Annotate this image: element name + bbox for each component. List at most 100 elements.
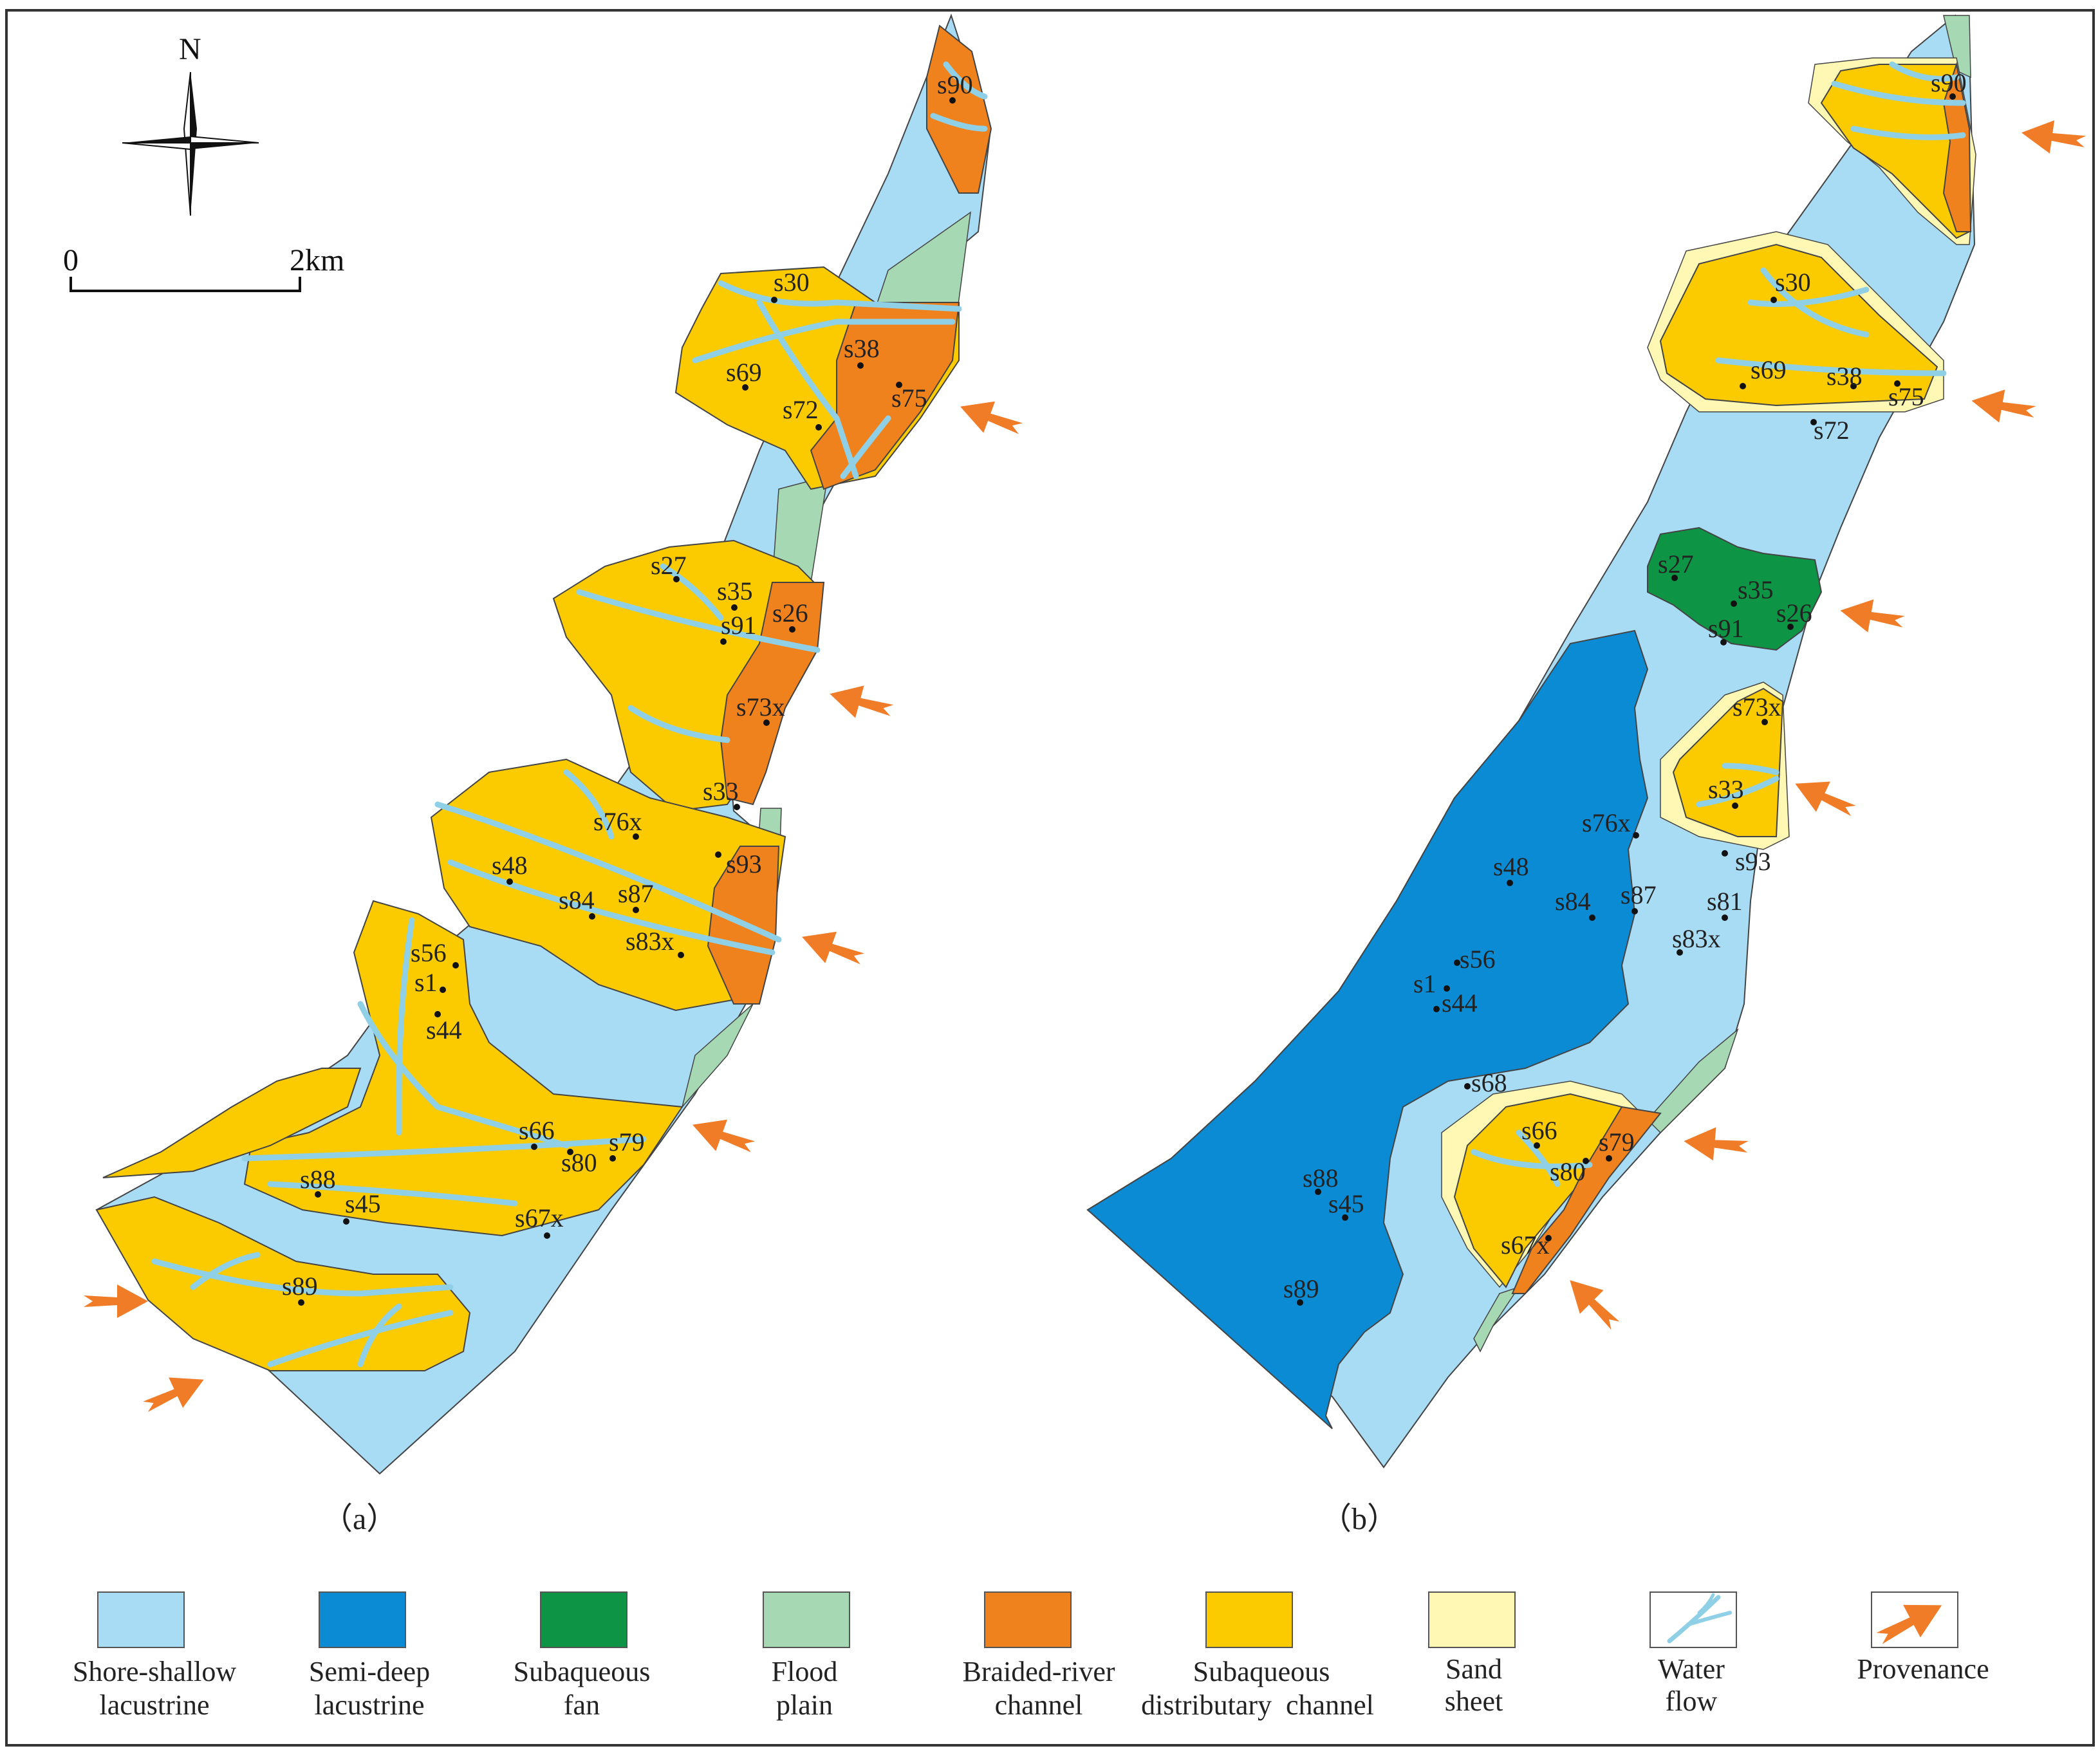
panel-b-well-label: s26 bbox=[1776, 598, 1812, 627]
legend-label-line1: Flood bbox=[772, 1656, 838, 1687]
north-arrow-compass: N bbox=[122, 32, 259, 216]
provenance-arrow-icon bbox=[826, 678, 897, 727]
legend-semi-deep: Semi-deep lacustrine bbox=[309, 1592, 430, 1721]
provenance-arrow-icon bbox=[796, 921, 868, 974]
panel-a-well-label: s90 bbox=[937, 70, 973, 99]
panel-a-well-label: s91 bbox=[721, 611, 757, 640]
panel-b-well-label: s27 bbox=[1658, 550, 1694, 579]
panel-a-well-label: s45 bbox=[345, 1189, 381, 1218]
panel-a-well-label: s66 bbox=[519, 1116, 555, 1145]
panel-b-well-label: s91 bbox=[1708, 614, 1744, 643]
panel-a-well-label: s89 bbox=[282, 1272, 318, 1301]
panel-a-well-label: s87 bbox=[618, 879, 654, 908]
provenance-arrow-icon bbox=[1969, 384, 2038, 429]
legend: Shore-shallow lacustrine Semi-deep lacus… bbox=[73, 1589, 1989, 1721]
panel-b-well-label: s73x bbox=[1733, 692, 1781, 721]
provenance-arrow-icon bbox=[2019, 116, 2087, 158]
panel-b-well-label: s44 bbox=[1442, 988, 1478, 1017]
legend-label-line1: Provenance bbox=[1857, 1653, 1989, 1685]
panel-a-well-label: s73x bbox=[736, 692, 785, 721]
panel-a-well-label: s27 bbox=[651, 551, 687, 580]
panel-b-well-label: s76x bbox=[1582, 808, 1631, 837]
panel-b-well-label: s56 bbox=[1460, 945, 1496, 974]
panel-a-well-label: s56 bbox=[411, 938, 447, 967]
legend-label-line1: Sand bbox=[1445, 1653, 1502, 1685]
panel-b-well-label: s72 bbox=[1814, 416, 1850, 445]
panel-a-map: s90 s30 s38 s69 s75 s72 s27 s35 s26 s91 … bbox=[84, 15, 1027, 1536]
legend-label-line2: lacustrine bbox=[99, 1689, 209, 1721]
panel-b-well-label: s83x bbox=[1672, 924, 1721, 953]
panel-b-well-label: s75 bbox=[1888, 382, 1924, 411]
legend-label-line2: lacustrine bbox=[314, 1689, 424, 1721]
panel-a-well-label: s93 bbox=[726, 849, 762, 878]
provenance-arrow-icon bbox=[687, 1109, 759, 1162]
panel-b-well-label: s38 bbox=[1826, 362, 1863, 391]
scale-start-label: 0 bbox=[63, 243, 79, 277]
panel-b-well-label: s33 bbox=[1708, 775, 1744, 804]
legend-label-line2: fan bbox=[564, 1689, 600, 1721]
panel-a-well-label: s72 bbox=[783, 395, 819, 424]
legend-label-line2: plain bbox=[776, 1689, 833, 1721]
legend-flood-plain: Flood plain bbox=[763, 1592, 850, 1721]
provenance-arrow-icon bbox=[954, 391, 1027, 444]
scale-bar: 0 2km bbox=[63, 243, 344, 292]
legend-distributary: Subaqueous distributary channel bbox=[1141, 1592, 1374, 1721]
panel-b-well-label: s84 bbox=[1555, 887, 1591, 916]
legend-label-line2: channel bbox=[995, 1689, 1083, 1721]
legend-braided-river: Braided-river channel bbox=[963, 1592, 1115, 1721]
legend-label-line1: Subaqueous bbox=[514, 1656, 651, 1687]
panel-a-well-label: s69 bbox=[726, 358, 762, 387]
legend-subaqueous-fan: Subaqueous fan bbox=[514, 1592, 651, 1721]
panel-a-well-label: s76x bbox=[593, 807, 642, 836]
panel-a-well-label: s48 bbox=[492, 851, 528, 880]
scale-end-label: 2km bbox=[290, 243, 344, 277]
provenance-arrow-icon bbox=[84, 1285, 148, 1318]
panel-b-well-label: s35 bbox=[1738, 575, 1774, 604]
panel-b-well-label: s93 bbox=[1735, 847, 1771, 876]
panel-b-well-label: s66 bbox=[1521, 1116, 1557, 1145]
panel-b-well-label: s69 bbox=[1751, 355, 1787, 384]
panel-b-map: s90 s30 s69 s38 s75 s72 s27 s35 s26 s91 … bbox=[1088, 15, 2088, 1536]
legend-label-line1: Shore-shallow bbox=[73, 1656, 236, 1687]
provenance-arrow-icon bbox=[138, 1364, 211, 1422]
legend-label-line1: Subaqueous bbox=[1193, 1656, 1330, 1687]
panel-b-well-label: s80 bbox=[1550, 1157, 1586, 1186]
panel-a-well-label: s1 bbox=[414, 968, 438, 997]
panel-a-well-label: s35 bbox=[717, 577, 753, 606]
panel-b-well-label: s1 bbox=[1413, 969, 1436, 998]
panel-a-well-label: s30 bbox=[774, 268, 810, 297]
provenance-arrow-icon bbox=[1837, 594, 1907, 638]
legend-shore-shallow: Shore-shallow lacustrine bbox=[73, 1592, 236, 1721]
legend-label-line1: Semi-deep bbox=[309, 1656, 430, 1687]
panel-b-well-label: s81 bbox=[1707, 887, 1743, 916]
panel-b-well-label: s48 bbox=[1493, 852, 1529, 881]
panel-b-well-label: s68 bbox=[1471, 1068, 1507, 1097]
panel-a-caption: （a） bbox=[322, 1502, 397, 1536]
legend-sand-sheet: Sand sheet bbox=[1429, 1592, 1515, 1717]
panel-b-well-label: s89 bbox=[1283, 1274, 1319, 1303]
panel-b-well-label: s30 bbox=[1775, 268, 1811, 297]
legend-label-line2: flow bbox=[1666, 1685, 1718, 1717]
panel-a-well-label: s84 bbox=[559, 886, 595, 914]
panel-a-well-label: s38 bbox=[844, 334, 880, 363]
north-label: N bbox=[179, 32, 201, 66]
legend-water-flow: Water flow bbox=[1650, 1592, 1736, 1717]
legend-provenance: Provenance bbox=[1857, 1589, 1989, 1685]
panel-a-well-label: s88 bbox=[300, 1165, 336, 1194]
provenance-arrow-icon bbox=[1682, 1124, 1749, 1164]
legend-label-line1: Braided-river bbox=[963, 1656, 1115, 1687]
panel-b-well-label: s90 bbox=[1931, 68, 1967, 97]
panel-a-well-label: s75 bbox=[891, 384, 927, 413]
panel-b-caption: （b） bbox=[1321, 1502, 1398, 1536]
panel-a-well-label: s79 bbox=[609, 1127, 645, 1156]
panel-b-well-label: s67x bbox=[1501, 1230, 1550, 1259]
panel-b-well-label: s45 bbox=[1328, 1189, 1364, 1218]
provenance-arrow-icon bbox=[1558, 1268, 1627, 1337]
panel-a-well-label: s33 bbox=[703, 777, 739, 806]
panel-a-well-label: s67x bbox=[515, 1203, 564, 1232]
legend-label-line1: Water bbox=[1658, 1653, 1725, 1685]
panel-b-well-label: s79 bbox=[1599, 1127, 1635, 1156]
panel-b-well-label: s87 bbox=[1621, 880, 1657, 909]
legend-label-line2: distributary channel bbox=[1141, 1689, 1374, 1721]
